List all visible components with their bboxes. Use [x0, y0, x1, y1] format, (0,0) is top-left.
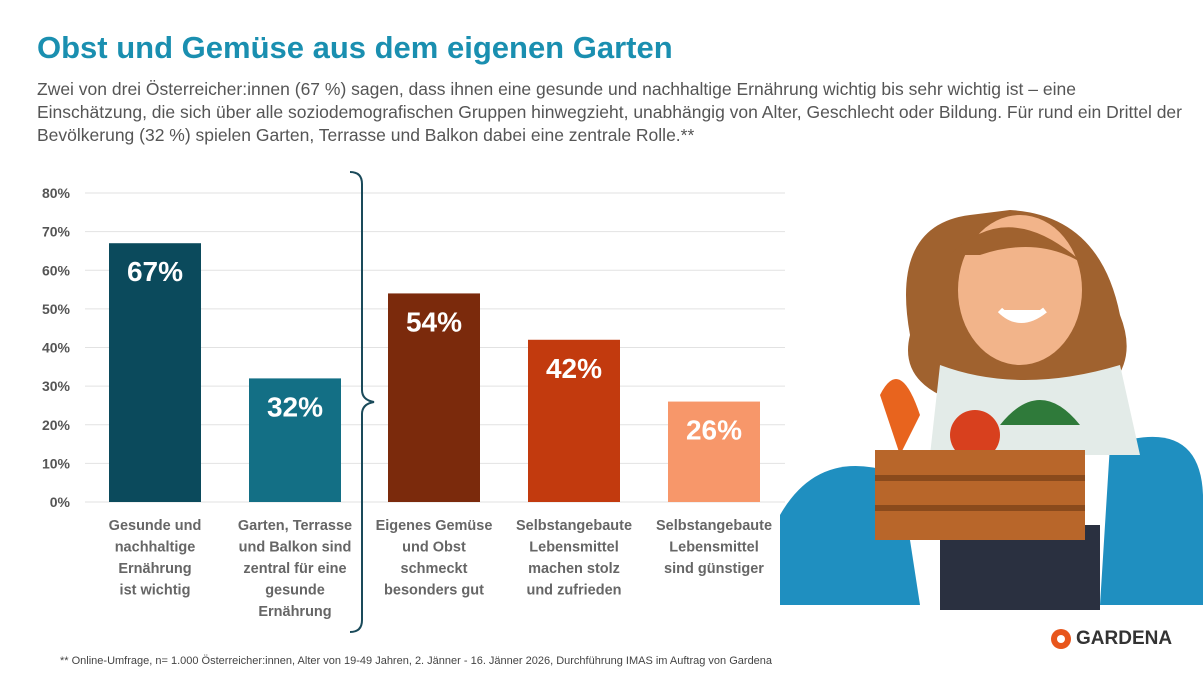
y-tick-label: 50%	[42, 301, 71, 317]
category-label: und Obst	[402, 540, 466, 556]
bar-value-label: 26%	[686, 415, 742, 446]
category-label: besonders gut	[384, 583, 484, 599]
y-tick-label: 30%	[42, 378, 71, 394]
y-tick-label: 10%	[42, 455, 71, 471]
bar-value-label: 42%	[546, 353, 602, 384]
gardena-flower-icon	[1051, 629, 1071, 649]
category-label: Ernährung	[258, 604, 331, 620]
bar	[109, 243, 201, 502]
bar	[668, 401, 760, 502]
category-label: Lebensmittel	[669, 540, 758, 556]
subtitle: Zwei von drei Österreicher:innen (67 %) …	[37, 79, 1182, 145]
bar-value-label: 32%	[267, 391, 323, 422]
y-tick-label: 40%	[42, 340, 71, 356]
category-label: Selbstangebaute	[656, 518, 772, 534]
bar	[249, 378, 341, 502]
grouping-bracket	[349, 171, 375, 633]
category-label: nachhaltige	[115, 540, 196, 556]
bar-value-label: 54%	[406, 306, 462, 337]
y-tick-label: 20%	[42, 417, 71, 433]
category-label: und Balkon sind	[239, 540, 352, 556]
category-label: Gesunde und	[109, 518, 202, 534]
category-label: zentral für eine	[243, 561, 346, 577]
bar	[528, 339, 620, 502]
category-label: sind günstiger	[664, 561, 764, 577]
y-tick-label: 60%	[42, 262, 71, 278]
category-label: Ernährung	[118, 561, 191, 577]
category-label: schmeckt	[401, 561, 468, 577]
category-label: Garten, Terrasse	[238, 518, 352, 534]
y-tick-label: 70%	[42, 224, 71, 240]
woman-with-vegetable-crate-illustration	[780, 210, 1203, 610]
gardena-logo: GARDENA	[1050, 628, 1172, 650]
y-tick-label: 80%	[42, 185, 71, 201]
bar	[388, 293, 480, 502]
category-label: Selbstangebaute	[516, 518, 632, 534]
category-label: und zufrieden	[526, 583, 621, 599]
category-label: Eigenes Gemüse	[376, 518, 493, 534]
logo-text: GARDENA	[1076, 628, 1173, 649]
bar-value-label: 67%	[127, 256, 183, 287]
bar-chart: 0% 10% 20% 30% 40% 50% 60% 70% 80% 67% Gesunde und…	[42, 171, 785, 633]
footnote: ** Online-Umfrage, n= 1.000 Österreicher…	[60, 655, 773, 667]
category-label: ist wichtig	[120, 583, 191, 599]
category-label: Lebensmittel	[529, 540, 618, 556]
y-tick-label: 0%	[50, 494, 71, 510]
page-title: Obst und Gemüse aus dem eigenen Garten	[37, 30, 673, 65]
category-label: machen stolz	[528, 561, 620, 577]
category-label: gesunde	[265, 583, 325, 599]
